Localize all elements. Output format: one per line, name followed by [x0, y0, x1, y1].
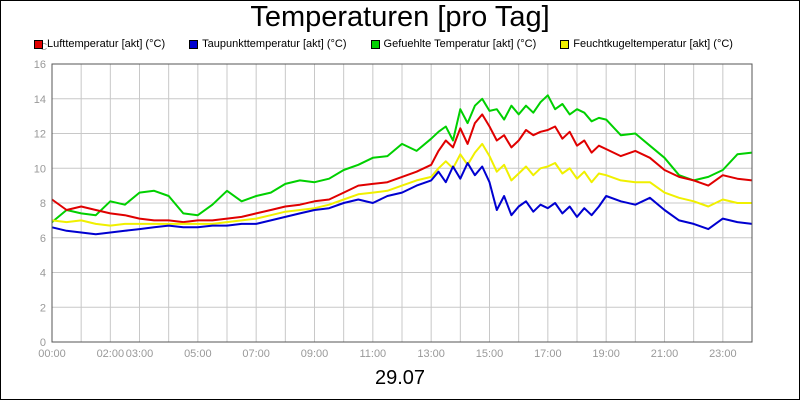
x-tick-label: 23:00 — [709, 348, 737, 360]
y-tick-label: 2 — [40, 302, 46, 314]
x-tick-label: 05:00 — [184, 348, 212, 360]
y-tick-label: 6 — [40, 233, 46, 245]
series-line-3 — [51, 142, 752, 227]
legend-item-taupunkttemperatur: Taupunkttemperatur [akt] (°C) — [189, 38, 347, 50]
y-tick-label: 4 — [40, 268, 46, 280]
x-tick-label: 21:00 — [651, 348, 679, 360]
legend-label-feuchtkugeltemperatur: Feuchtkugeltemperatur [akt] (°C) — [573, 38, 733, 50]
legend: Lufttemperatur [akt] (°C) Taupunkttemper… — [34, 38, 757, 50]
x-tick-label: 03:00 — [126, 348, 154, 360]
x-tick-label: 17:00 — [534, 348, 562, 360]
legend-swatch-red — [34, 39, 43, 49]
series-line-1 — [51, 162, 753, 236]
plot-border — [51, 63, 753, 343]
date-label: 29.07 — [374, 367, 426, 389]
x-tick-label: 19:00 — [592, 348, 620, 360]
chart-title: Temperaturen [pro Tag] — [250, 1, 550, 33]
x-tick-label: 07:00 — [242, 348, 270, 360]
legend-item-lufttemperatur: Lufttemperatur [akt] (°C) — [34, 38, 165, 50]
legend-item-gefuehlte-temperatur: Gefuehlte Temperatur [akt] (°C) — [370, 38, 537, 50]
y-tick-label: 12 — [34, 129, 46, 141]
y-tick-label: 16 — [34, 59, 46, 71]
legend-label-gefuehlte-temperatur: Gefuehlte Temperatur [akt] (°C) — [383, 38, 537, 50]
x-tick-label: 00:00 — [38, 348, 66, 360]
x-tick-label: 11:00 — [359, 348, 386, 360]
x-tick-label: 02:00 — [97, 348, 125, 360]
x-tick-label: 15:00 — [476, 348, 504, 360]
legend-label-lufttemperatur: Lufttemperatur [akt] (°C) — [47, 38, 166, 50]
y-tick-label: 0 — [40, 337, 46, 349]
legend-item-feuchtkugeltemperatur: Feuchtkugeltemperatur [akt] (°C) — [560, 38, 733, 50]
y-tick-label: 10 — [34, 163, 46, 175]
y-tick-label: 8 — [40, 198, 46, 210]
legend-swatch-blue — [189, 39, 199, 49]
series-line-0 — [51, 113, 753, 224]
y-tick-label: 14 — [34, 94, 46, 106]
legend-label-taupunkttemperatur: Taupunkttemperatur [akt] (°C) — [202, 38, 347, 50]
x-tick-label: 13:00 — [417, 348, 445, 360]
x-tick-label: 09:00 — [301, 348, 329, 360]
series-line-2 — [51, 94, 753, 223]
legend-swatch-yellow — [560, 39, 570, 49]
legend-swatch-green — [370, 39, 380, 49]
